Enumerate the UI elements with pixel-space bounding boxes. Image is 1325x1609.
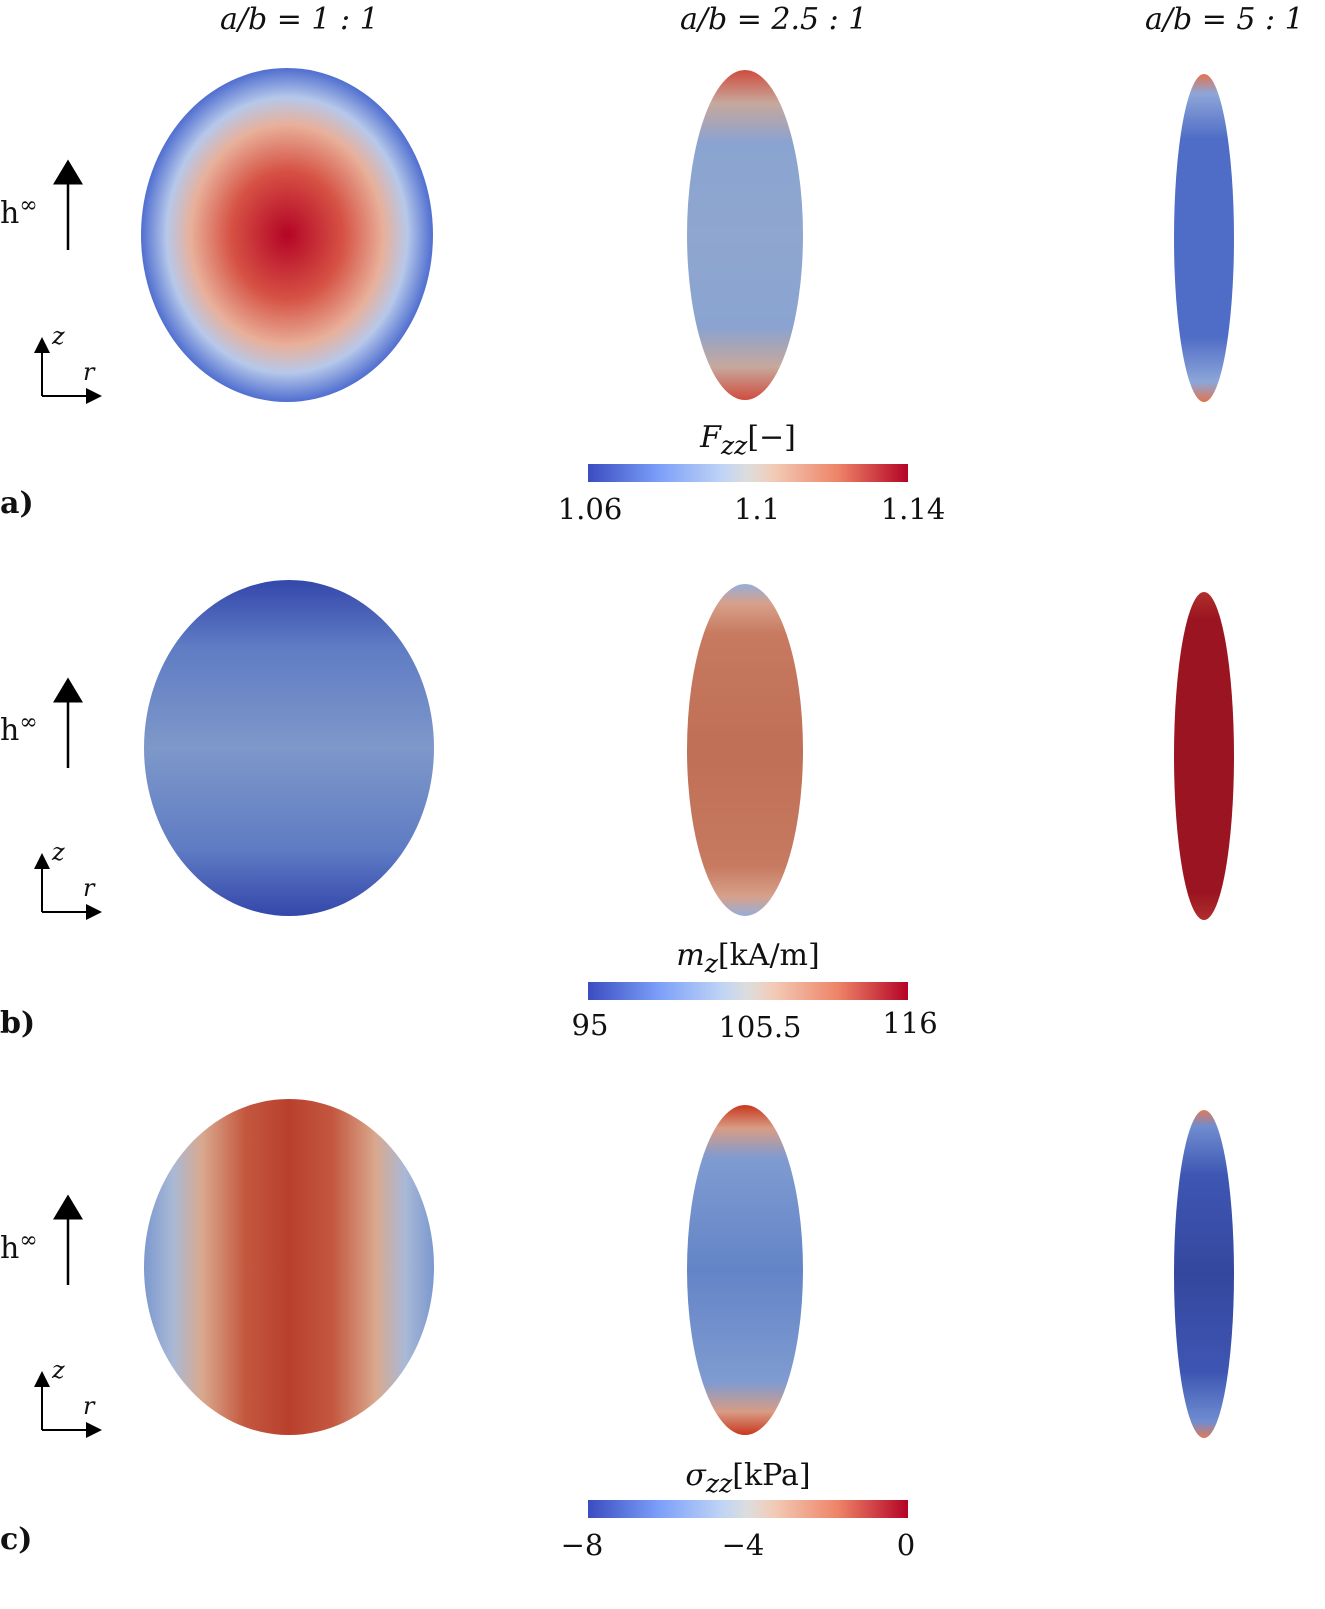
ellipse-b-5to1 (1174, 592, 1234, 920)
tick-a-mid: 1.1 (733, 492, 781, 526)
axis-r-a: r (83, 358, 95, 386)
colorbar-c (588, 1500, 908, 1518)
ellipse-b-1to1 (144, 580, 434, 916)
column-header-1: a/b = 1 : 1 (220, 2, 379, 37)
ellipse-c-5to1 (1174, 1110, 1234, 1438)
tick-c-mid: −4 (721, 1528, 765, 1562)
colorbar-b (588, 982, 908, 1000)
colorbar-title-a: Fzz[−] (700, 420, 796, 460)
tick-b-min: 95 (571, 1008, 609, 1042)
axis-z-c: z (52, 1356, 65, 1384)
field-label-b: h∞ (0, 710, 38, 748)
axis-r-c: r (83, 1392, 95, 1420)
column-header-2: a/b = 2.5 : 1 (680, 2, 868, 37)
axis-z-b: z (52, 838, 65, 866)
ellipse-c-1to1 (144, 1099, 434, 1435)
ellipse-a-5to1 (1174, 74, 1234, 402)
axis-r-b: r (83, 874, 95, 902)
colorbar-a (588, 464, 908, 482)
panel-label-c: c) (0, 1522, 33, 1557)
ellipse-c-2.5to1 (687, 1105, 803, 1435)
panel-label-b: b) (0, 1006, 36, 1041)
ellipse-a-2.5to1 (687, 70, 803, 400)
field-label-a: h∞ (0, 193, 38, 231)
panel-label-a: a) (0, 486, 34, 521)
column-header-3: a/b = 5 : 1 (1145, 2, 1304, 37)
tick-a-max: 1.14 (880, 492, 946, 526)
ellipse-a-1to1 (141, 68, 433, 402)
ellipse-b-2.5to1 (687, 584, 803, 916)
colorbar-title-c: σzz[kPa] (685, 1458, 811, 1498)
axis-z-a: z (52, 322, 65, 350)
axes-a (34, 337, 102, 404)
axes-b (34, 853, 102, 920)
tick-c-min: −8 (560, 1528, 604, 1562)
colorbar-title-b: mz[kA/m] (676, 938, 820, 978)
tick-a-min: 1.06 (557, 492, 623, 526)
tick-b-mid: 105.5 (718, 1010, 802, 1044)
axes-c (34, 1371, 102, 1438)
field-label-c: h∞ (0, 1228, 38, 1266)
tick-c-max: 0 (896, 1528, 916, 1562)
tick-b-max: 116 (882, 1006, 938, 1040)
